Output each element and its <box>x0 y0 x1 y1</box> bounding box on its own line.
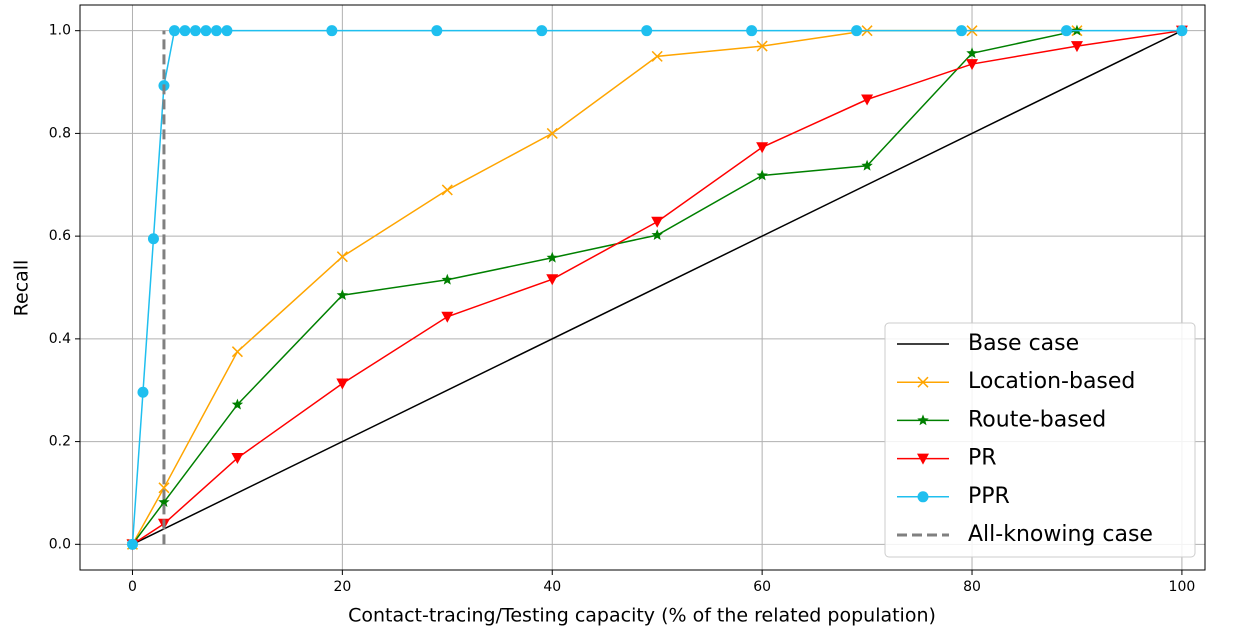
y-tick-label: 1.0 <box>49 23 71 39</box>
x-tick-label: 0 <box>128 579 137 595</box>
marker <box>326 25 338 37</box>
y-axis-label: Recall <box>11 260 33 317</box>
marker <box>231 453 244 465</box>
legend-label: PPR <box>968 484 1010 509</box>
marker <box>956 25 968 37</box>
legend-label: Base case <box>968 331 1079 356</box>
marker <box>966 47 978 59</box>
marker <box>756 142 769 154</box>
marker <box>1176 25 1188 37</box>
marker <box>431 25 443 37</box>
marker <box>756 40 768 52</box>
marker <box>336 251 348 263</box>
marker <box>179 25 191 37</box>
marker <box>441 273 454 285</box>
marker <box>231 398 244 410</box>
marker <box>189 25 201 37</box>
marker <box>441 311 454 323</box>
marker <box>966 59 979 71</box>
x-tick-label: 20 <box>333 579 351 595</box>
legend-label: All-knowing case <box>968 522 1153 547</box>
marker <box>1070 41 1083 53</box>
x-tick-label: 60 <box>753 579 771 595</box>
x-tick-label: 100 <box>1169 579 1196 595</box>
marker <box>221 25 233 37</box>
marker <box>546 127 558 139</box>
marker <box>158 496 170 508</box>
marker <box>651 216 664 228</box>
marker <box>651 50 663 62</box>
marker <box>126 538 138 550</box>
marker <box>917 453 929 465</box>
legend-label: PR <box>968 446 997 471</box>
marker <box>231 346 243 358</box>
x-tick-label: 40 <box>543 579 561 595</box>
marker <box>651 229 663 240</box>
marker <box>546 274 559 286</box>
y-tick-label: 0.2 <box>49 434 71 450</box>
marker <box>336 289 349 301</box>
marker <box>147 233 159 245</box>
marker <box>917 414 929 426</box>
marker <box>536 25 548 37</box>
plot-frame <box>79 4 1206 571</box>
y-tick-label: 0.6 <box>49 228 71 244</box>
marker <box>861 159 873 171</box>
marker <box>641 25 653 37</box>
x-axis-label: Contact-tracing/Testing capacity (% of t… <box>348 605 936 627</box>
x-tick-label: 80 <box>963 579 981 595</box>
marker <box>336 378 349 390</box>
marker <box>746 25 758 37</box>
marker <box>210 25 222 37</box>
marker <box>851 25 863 37</box>
legend-box <box>884 322 1196 558</box>
marker <box>137 386 149 398</box>
y-tick-label: 0.4 <box>49 331 71 347</box>
marker <box>756 169 768 181</box>
legend-label: Location-based <box>968 369 1135 394</box>
marker <box>546 251 558 263</box>
marker <box>158 482 170 494</box>
legend-label: Route-based <box>968 407 1106 432</box>
marker <box>441 184 453 196</box>
marker <box>1060 25 1072 37</box>
marker <box>917 376 929 388</box>
marker <box>861 94 874 106</box>
series-line <box>132 30 1183 545</box>
series-line <box>132 29 1183 545</box>
marker <box>917 491 929 503</box>
y-tick-label: 0.0 <box>49 536 71 552</box>
y-tick-label: 0.8 <box>49 125 71 141</box>
marker <box>168 25 180 37</box>
legend: Base case Location-based Route-based PR PPR A… <box>884 322 1196 558</box>
marker <box>200 25 212 37</box>
